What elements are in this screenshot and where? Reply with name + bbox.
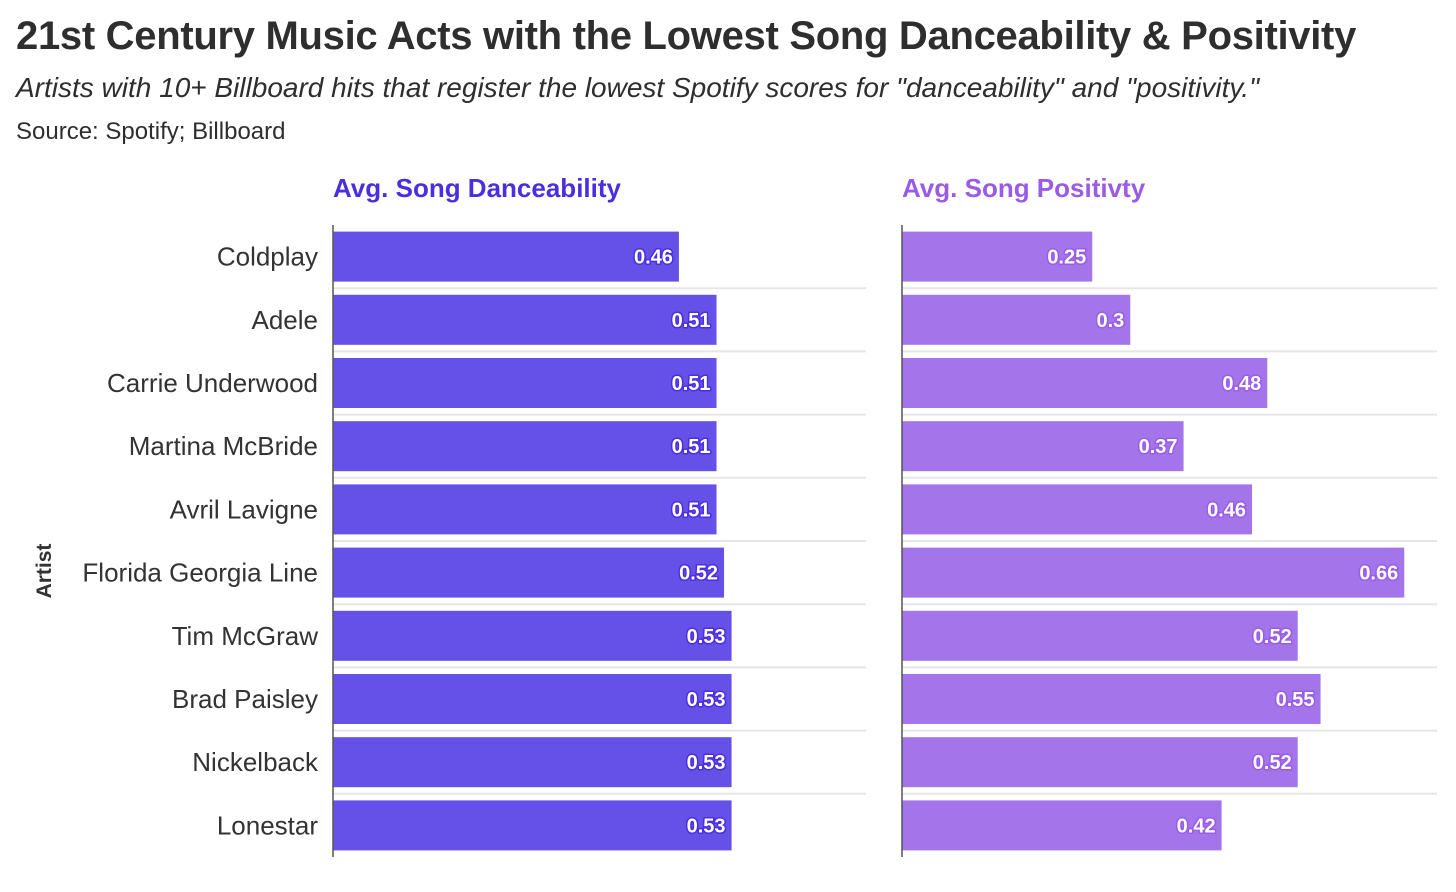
artist-tick-label: Nickelback [192, 747, 319, 777]
bar-value-label: 0.51 [672, 310, 711, 332]
bar [902, 294, 1131, 345]
bar-value-label: 0.51 [672, 499, 711, 521]
bar-value-label: 0.51 [672, 373, 711, 395]
artist-tick-label: Lonestar [217, 810, 319, 840]
bar-value-label: 0.55 [1276, 689, 1315, 711]
artist-tick-label: Carrie Underwood [107, 368, 318, 398]
bar-value-label: 0.53 [687, 752, 726, 774]
panel-title: Avg. Song Danceability [333, 173, 622, 203]
artist-tick-label: Martina McBride [129, 431, 318, 461]
chart-source: Source: Spotify; Billboard [16, 118, 286, 145]
chart-title: 21st Century Music Acts with the Lowest … [16, 14, 1357, 58]
bar-value-label: 0.48 [1222, 373, 1261, 395]
panel-title: Avg. Song Positivty [902, 173, 1146, 203]
bar [902, 547, 1405, 598]
bar [333, 484, 717, 535]
bar-value-label: 0.51 [672, 436, 711, 458]
bar-value-label: 0.52 [1253, 626, 1292, 648]
bar [333, 231, 679, 282]
bar-value-label: 0.46 [1207, 499, 1246, 521]
artist-tick-label: Coldplay [217, 242, 318, 272]
bar-value-label: 0.52 [679, 563, 718, 585]
bar-value-label: 0.53 [687, 815, 726, 837]
bar [333, 800, 732, 851]
bar [333, 547, 725, 598]
bar-value-label: 0.66 [1359, 563, 1398, 585]
artist-tick-label: Adele [252, 305, 319, 335]
bar-value-label: 0.42 [1177, 815, 1216, 837]
bar [333, 737, 732, 788]
bar-value-label: 0.25 [1047, 247, 1086, 269]
bar [902, 674, 1321, 724]
bar-value-label: 0.46 [634, 247, 673, 269]
chart-subtitle: Artists with 10+ Billboard hits that reg… [16, 72, 1260, 103]
artist-tick-label: Tim McGraw [172, 621, 319, 651]
y-axis-title: Artist [33, 544, 56, 599]
bar-value-label: 0.37 [1139, 436, 1178, 458]
bar [333, 674, 732, 724]
bar [902, 610, 1298, 661]
bar-value-label: 0.53 [687, 626, 726, 648]
bar [333, 358, 717, 408]
artist-tick-label: Avril Lavigne [170, 494, 318, 524]
bar [333, 294, 717, 345]
artist-tick-label: Florida Georgia Line [82, 558, 318, 588]
bar [902, 231, 1093, 282]
bar-value-label: 0.52 [1253, 752, 1292, 774]
artist-tick-label: Brad Paisley [172, 684, 318, 714]
bar [902, 484, 1253, 535]
bar [902, 737, 1298, 788]
bar [333, 610, 732, 661]
bar [333, 421, 717, 472]
bar-value-label: 0.3 [1096, 310, 1124, 332]
bar [902, 421, 1184, 472]
bar [902, 800, 1222, 851]
bar-value-label: 0.53 [687, 689, 726, 711]
bar [902, 358, 1268, 408]
